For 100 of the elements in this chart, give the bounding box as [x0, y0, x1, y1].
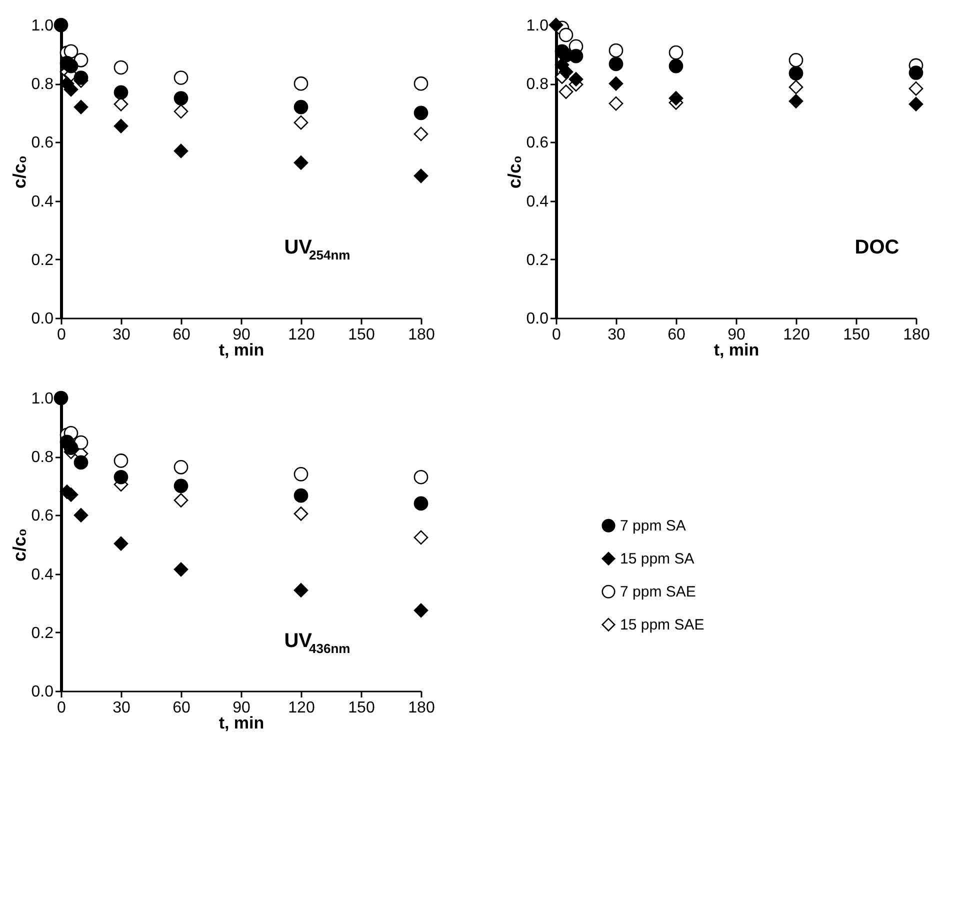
y-tick-label: 0.2 [31, 252, 54, 269]
point [788, 53, 804, 68]
y-tick-label: 1.0 [31, 390, 54, 408]
y-tick-label: 0.0 [31, 684, 54, 700]
y-tick-label: 0.0 [526, 310, 549, 328]
point [74, 70, 88, 85]
point [414, 168, 428, 184]
x-tick-label: 120 [783, 326, 810, 344]
y-tick-label: 1.0 [526, 18, 549, 34]
x-tick-label: 90 [232, 700, 250, 716]
x-tick-label: 30 [608, 326, 626, 344]
point [608, 76, 624, 91]
point [788, 94, 804, 108]
x-axis-title: t, min [714, 340, 760, 360]
y-tick-label: 0.0 [31, 310, 54, 328]
point [174, 91, 188, 106]
x-tick-label: 0 [57, 326, 66, 344]
x-tick-label: 0 [57, 700, 66, 716]
x-tick-label: 60 [172, 326, 190, 344]
point [558, 28, 574, 42]
point [414, 106, 428, 120]
legend-label: 15 ppm SAE [620, 616, 704, 634]
x-tick-label: 180 [903, 326, 930, 344]
point [414, 496, 428, 511]
x-tick-label: 180 [408, 326, 435, 344]
x-tick-label: 150 [348, 326, 375, 344]
legend-label: 7 ppm SAE [620, 584, 696, 601]
point [114, 454, 128, 468]
point [668, 45, 684, 60]
point [64, 44, 78, 59]
point [414, 603, 428, 618]
x-axis-title: t, min [218, 714, 264, 732]
annotation: DOC [854, 236, 900, 259]
x-tick-label: 0 [552, 326, 562, 344]
x-tick-label: 60 [172, 700, 190, 716]
point [64, 440, 78, 455]
point [114, 60, 128, 75]
y-tick-label: 0.2 [31, 624, 54, 642]
y-tick-label: 0.8 [526, 76, 549, 94]
point [788, 80, 804, 94]
point [74, 100, 88, 114]
point [54, 18, 68, 32]
point [294, 467, 308, 482]
point [174, 460, 188, 474]
point [294, 100, 308, 114]
point [114, 85, 128, 100]
y-tick-label: 0.8 [31, 76, 54, 94]
point [558, 84, 574, 99]
point [174, 144, 188, 158]
point [558, 64, 574, 80]
y-axis-title: c/c₀ [504, 155, 524, 189]
point [568, 48, 584, 64]
point [608, 96, 624, 111]
point [174, 70, 188, 85]
point [64, 58, 78, 74]
point [908, 96, 924, 112]
point [608, 56, 624, 72]
y-tick-label: 0.4 [31, 193, 54, 210]
point [414, 470, 428, 484]
point [908, 81, 924, 96]
point [668, 58, 684, 74]
y-axis-title: c/c₀ [9, 528, 30, 562]
y-tick-label: 0.4 [31, 566, 54, 584]
point [174, 104, 188, 119]
point [294, 156, 308, 170]
point [568, 72, 584, 86]
point [174, 493, 188, 508]
x-tick-label: 150 [348, 700, 375, 716]
point [668, 91, 684, 106]
point [548, 18, 564, 32]
point [174, 562, 188, 577]
point [294, 506, 308, 521]
point [54, 390, 68, 406]
x-tick-label: 180 [408, 700, 435, 716]
legend-label: 15 ppm SA [620, 550, 694, 568]
point [114, 470, 128, 484]
y-tick-label: 0.2 [526, 252, 549, 269]
point [908, 66, 924, 80]
x-tick-label: 120 [288, 700, 315, 716]
x-tick-label: 150 [843, 326, 870, 344]
point [294, 488, 308, 503]
point [174, 478, 188, 494]
x-tick-label: 120 [288, 326, 315, 344]
x-tick-label: 60 [668, 326, 686, 344]
y-tick-label: 0.8 [31, 449, 54, 466]
y-tick-label: 0.6 [31, 134, 54, 152]
point [74, 53, 88, 68]
point [788, 66, 804, 80]
point [114, 118, 128, 134]
point [74, 435, 88, 450]
y-axis-title: c/c₀ [9, 155, 30, 189]
point [294, 115, 308, 130]
point [608, 43, 624, 58]
point [294, 583, 308, 598]
x-tick-label: 90 [232, 326, 250, 344]
legend-label: 7 ppm SA [620, 518, 686, 535]
x-tick-label: 30 [112, 700, 130, 716]
x-axis-title: t, min [218, 340, 264, 360]
point [114, 536, 128, 551]
point [74, 455, 88, 470]
